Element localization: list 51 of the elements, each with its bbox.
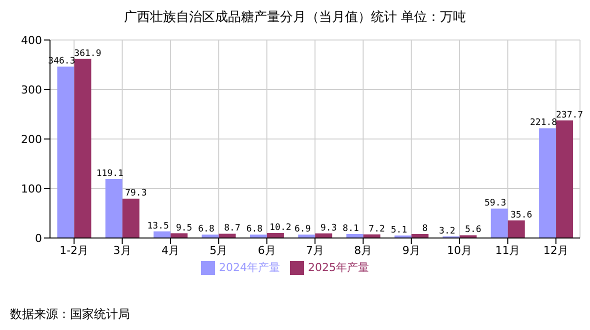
data-label: 35.6 [510,210,532,220]
bar [154,231,171,238]
x-tick-label: 11月 [495,244,520,257]
x-tick-label: 1-2月 [60,244,89,257]
legend-label: 2025年产量 [308,261,369,274]
legend-label: 2024年产量 [219,261,280,274]
x-tick-label: 8月 [354,244,372,257]
data-label: 6.9 [294,224,311,235]
data-label: 237.7 [556,110,584,120]
y-tick-label: 200 [21,132,42,146]
data-label: 9.5 [176,223,192,234]
data-label: 361.9 [74,48,102,59]
data-label: 6.8 [246,224,263,235]
data-label: 8.7 [224,224,240,234]
chart-title: 广西壮族自治区成品糖产量分月（当月值）统计 单位：万吨 [122,9,468,26]
data-label: 59.3 [484,198,506,209]
y-tick-label: 0 [35,232,42,245]
bar [57,66,74,238]
bar [460,235,477,238]
bar [105,179,122,238]
bar [556,120,574,238]
bar [508,220,525,238]
x-tick-label: 10月 [447,244,472,257]
y-tick-label: 400 [21,34,42,47]
data-label: 6.8 [198,224,214,235]
data-label: 79.3 [125,188,147,199]
data-label: 9.3 [320,223,337,234]
bar [218,234,236,238]
data-label: 8 [422,224,428,234]
bar [490,208,508,238]
y-tick-label: 300 [21,83,42,96]
x-tick-label: 7月 [306,244,324,257]
data-label: 119.1 [96,169,124,180]
x-tick-label: 6月 [258,244,276,257]
data-label: 5.1 [390,225,408,236]
source-note: 数据来源：国家统计局 [10,307,130,321]
data-label: 5.6 [465,225,482,236]
data-label: 7.2 [368,224,385,234]
bar [122,198,140,238]
x-tick-label: 12月 [543,244,568,257]
data-label: 10.2 [270,222,292,233]
y-tick-label: 100 [21,182,42,196]
x-tick-label: 5月 [210,244,228,257]
x-tick-label: 4月 [161,244,180,257]
data-label: 13.5 [147,221,169,232]
x-tick-label: 9月 [402,244,420,257]
data-label: 8.1 [342,224,359,234]
data-label: 3.2 [439,226,456,236]
x-tick-label: 3月 [113,244,132,257]
bar [74,58,92,238]
bar [539,128,556,238]
